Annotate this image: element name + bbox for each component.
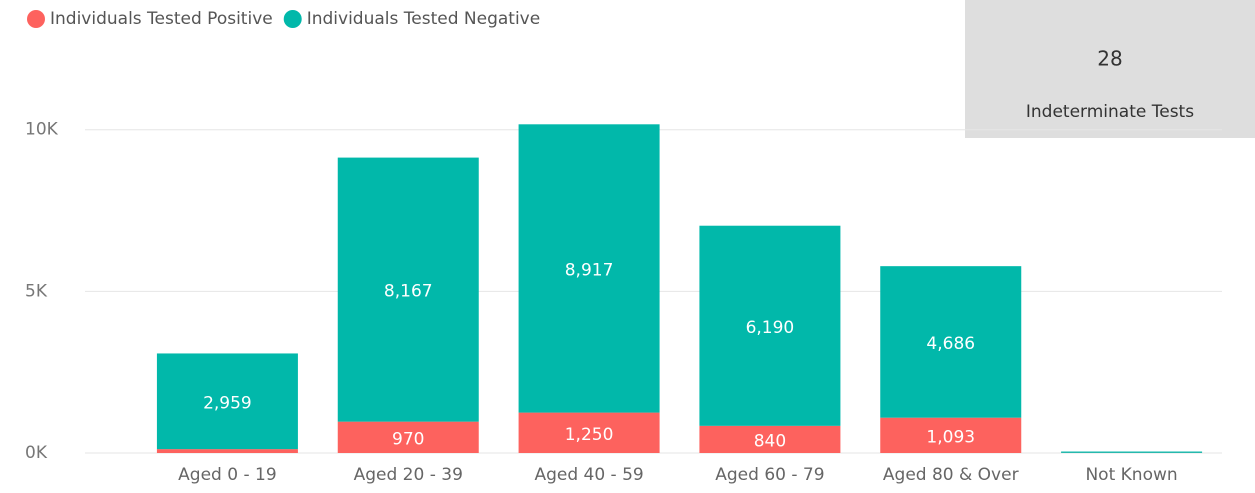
data-label: 1,093 [926,427,975,447]
legend-swatch [27,10,45,28]
bar-segment [518,412,660,453]
x-tick-label: Aged 0 - 19 [178,465,276,485]
card-label: Indeterminate Tests [1026,102,1194,122]
legend-label: Individuals Tested Negative [307,9,540,29]
data-label: 4,686 [926,334,975,354]
x-tick-label: Aged 40 - 59 [534,465,643,485]
x-tick-label: Aged 80 & Over [883,465,1019,485]
data-label: 1,250 [565,425,614,445]
x-tick-label: Aged 20 - 39 [354,465,463,485]
data-label: 8,167 [384,282,433,302]
data-label: 2,959 [203,393,252,413]
x-tick-label: Not Known [1085,465,1177,485]
y-tick-label: 10K [25,120,59,140]
y-tick-label: 0K [25,443,48,463]
card-value: 28 [1097,47,1122,71]
card-bg [965,0,1255,138]
bar-segment [337,157,479,422]
y-tick-label: 5K [25,281,48,301]
data-label: 8,917 [565,260,614,280]
data-label: 6,190 [746,318,795,338]
legend-swatch [283,10,302,28]
bar-segment [880,266,1022,418]
bar-segment [156,449,298,453]
data-label: 840 [754,431,786,451]
bar-segment [699,425,841,453]
bar-segment [156,353,298,450]
legend-label: Individuals Tested Positive [50,9,273,29]
x-tick-label: Aged 60 - 79 [715,465,824,485]
bar-segment [880,417,1022,453]
bar-segment [518,124,660,413]
bar-segment [699,225,841,426]
bar-segment [337,421,479,453]
data-label: 970 [392,429,424,449]
bar-segment [1061,451,1203,453]
